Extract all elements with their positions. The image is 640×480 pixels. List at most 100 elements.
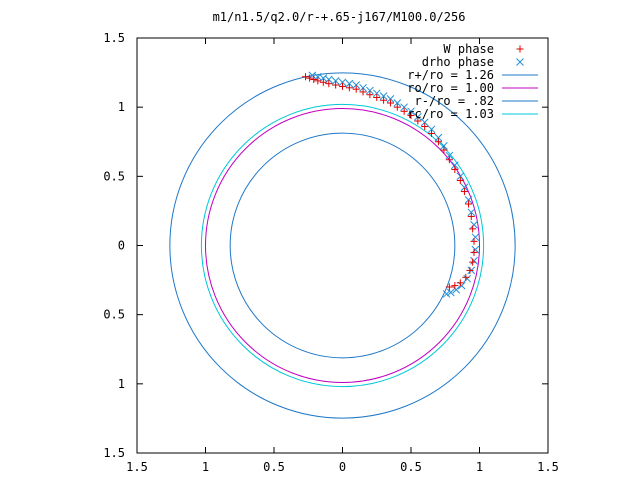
drho-phase-point [386, 95, 395, 103]
x-tick-label: 0.5 [263, 460, 285, 474]
w-phase-point [407, 111, 415, 119]
drho-phase-point [442, 290, 451, 298]
w-phase-point [352, 85, 360, 93]
drho-phase-point [445, 151, 454, 160]
drho-phase-point [463, 274, 472, 283]
legend-label: W phase [443, 42, 494, 56]
w-phase-point [462, 273, 470, 281]
y-tick-label: 1 [118, 100, 125, 114]
drho-phase-point [464, 195, 473, 204]
y-tick-label: 1.5 [103, 31, 125, 45]
w-phase-point [421, 123, 429, 131]
drho-phase-point [470, 220, 478, 229]
w-phase-point [393, 103, 401, 111]
w-phase-point [445, 283, 453, 291]
w-phase-point [366, 91, 374, 99]
drho-phase-point [413, 112, 422, 121]
w-phase-point [465, 200, 473, 208]
w-phase-point [460, 188, 468, 196]
drho-phase-point [359, 83, 367, 92]
w-phase-point [414, 117, 422, 125]
drho-phase-point [427, 125, 436, 134]
w-phase-point [302, 73, 310, 81]
w-phase-point [373, 93, 381, 101]
drho-phase-point [460, 183, 469, 192]
y-tick-label: 0.5 [103, 169, 125, 183]
drho-phase-point [471, 233, 480, 242]
drho-phase-point [467, 208, 476, 217]
circle-layer [169, 72, 516, 419]
x-tick-label: 0.5 [400, 460, 422, 474]
w-phase-point [445, 156, 453, 164]
w-phase-point [386, 99, 394, 107]
w-phase-point [345, 84, 353, 92]
y-tick-label: 0 [118, 239, 125, 253]
drho-phase-point [366, 86, 374, 95]
drho-phase-point [420, 118, 429, 127]
points-layer [302, 71, 480, 298]
w-phase-point [469, 258, 477, 266]
drho-phase-point [450, 161, 459, 170]
legend-label: rc/ro = 1.03 [407, 107, 494, 121]
w-phase-point [470, 248, 478, 256]
drho-phase-point [407, 107, 415, 116]
drho-phase-point [379, 92, 388, 100]
w-phase-point [470, 237, 478, 245]
x-tick-label: 1.5 [126, 460, 148, 474]
w-phase-point [325, 80, 333, 88]
legend-plus-marker [516, 45, 524, 53]
drho-phase-point [452, 285, 461, 294]
drho-phase-point [331, 77, 340, 85]
legend-label: r+/ro = 1.26 [407, 68, 494, 82]
y-tick-label: 1 [118, 377, 125, 391]
w-phase-point [400, 107, 408, 115]
w-phase-point [456, 279, 464, 287]
circle-r-ro-1-26 [169, 72, 516, 419]
axis-ticks: 1.5 1 0.5 0 0.5 1 1.51.510.500.511.5 [103, 31, 559, 474]
x-tick-label: 1.5 [537, 460, 559, 474]
legend-label: ro/ro = 1.00 [407, 81, 494, 95]
drho-phase-point [434, 133, 443, 142]
w-phase-point [467, 212, 475, 220]
w-phase-point [314, 77, 322, 85]
w-phase-point [451, 165, 459, 173]
w-phase-point [359, 88, 367, 96]
x-tick-label: 1 [202, 460, 209, 474]
w-phase-point [380, 96, 388, 104]
w-phase-point [339, 82, 346, 90]
drho-phase-point [456, 172, 465, 181]
w-phase-point [440, 146, 448, 154]
drho-phase-point [338, 78, 347, 87]
drho-phase-point [352, 81, 361, 89]
x-tick-label: 0 [339, 460, 346, 474]
x-tick-label: 1 [476, 460, 483, 474]
legend-label: drho phase [422, 55, 494, 69]
w-phase-point [310, 76, 318, 83]
w-phase-point [306, 74, 314, 82]
drho-phase-point [470, 256, 478, 265]
drho-phase-point [393, 99, 402, 107]
w-phase-point [434, 138, 442, 146]
circle-r-ro-82 [229, 132, 456, 359]
legend-x-marker [516, 58, 524, 66]
drho-phase-point [400, 103, 409, 112]
w-phase-point [456, 176, 464, 184]
w-phase-point [428, 129, 436, 137]
circle-rc-ro-1-03 [200, 103, 485, 388]
drho-phase-point [372, 89, 381, 98]
chart-title: m1/n1.5/q2.0/r-+.65-j167/M100.0/256 [213, 10, 466, 24]
drho-phase-point [446, 288, 455, 297]
w-phase-point [466, 266, 474, 274]
w-phase-point [451, 282, 459, 290]
circle-ro-ro-1-00 [205, 108, 480, 383]
w-phase-point [469, 225, 477, 233]
w-phase-point [319, 78, 327, 86]
w-phase-point [332, 81, 340, 89]
y-tick-label: 0.5 [103, 308, 125, 322]
y-tick-label: 1.5 [103, 446, 125, 460]
drho-phase-point [440, 142, 448, 150]
drho-phase-point [345, 79, 354, 88]
legend-label: r-/ro = .82 [415, 94, 494, 108]
